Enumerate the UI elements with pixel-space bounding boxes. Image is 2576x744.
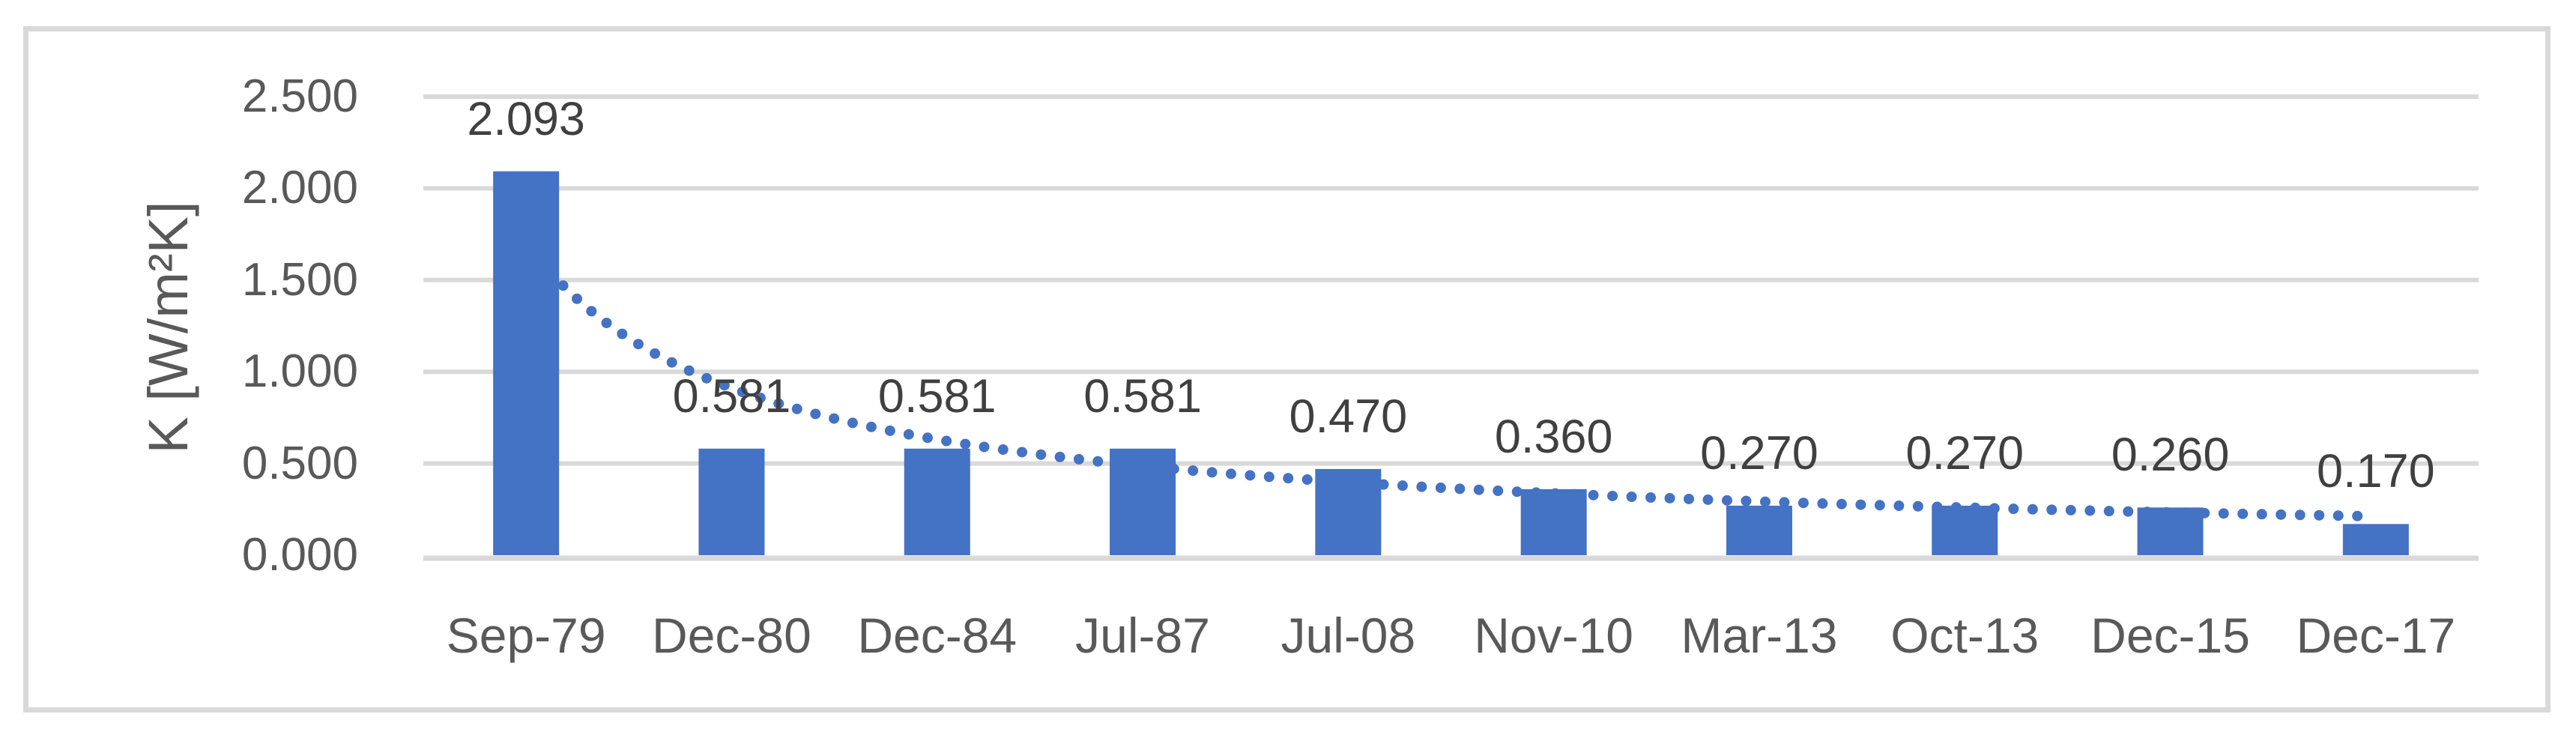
x-category-label: Oct-13 bbox=[1890, 608, 2040, 663]
power-trendline[interactable] bbox=[521, 236, 2369, 521]
data-label: 0.581 bbox=[877, 369, 997, 423]
bar-Dec-17[interactable] bbox=[2342, 524, 2409, 555]
x-category-label: Dec-80 bbox=[652, 608, 811, 663]
x-category-label: Nov-10 bbox=[1474, 608, 1634, 663]
y-tick-label: 0.500 bbox=[241, 437, 358, 489]
data-label: 2.093 bbox=[467, 92, 585, 145]
bar-Sep-79[interactable] bbox=[493, 171, 560, 555]
data-label: 0.170 bbox=[2317, 445, 2435, 498]
data-label: 0.360 bbox=[1494, 410, 1613, 463]
chart-border bbox=[23, 26, 2551, 713]
y-tick-label: 0.000 bbox=[241, 529, 358, 581]
y-tick-label: 2.000 bbox=[241, 162, 358, 214]
data-label: 0.470 bbox=[1289, 390, 1408, 443]
x-category-label: Jul-08 bbox=[1281, 608, 1416, 663]
data-label: 0.270 bbox=[1905, 426, 2025, 480]
x-category-label: Jul-87 bbox=[1075, 608, 1210, 663]
x-category-label: Dec-84 bbox=[857, 608, 1018, 663]
bar-Dec-84[interactable] bbox=[904, 448, 970, 555]
data-label: 0.270 bbox=[1700, 426, 1818, 480]
data-label: 0.581 bbox=[672, 369, 791, 423]
y-tick-label: 1.000 bbox=[241, 345, 358, 398]
x-category-label: Mar-13 bbox=[1681, 608, 1838, 663]
y-tick-label: 1.500 bbox=[241, 253, 358, 306]
data-label: 0.581 bbox=[1083, 369, 1202, 423]
y-axis-title: K [W/m²K] bbox=[137, 201, 199, 454]
x-category-label: Dec-15 bbox=[2090, 608, 2250, 663]
bar-Nov-10[interactable] bbox=[1520, 489, 1587, 555]
x-category-label: Dec-17 bbox=[2296, 608, 2456, 663]
bar-Oct-13[interactable] bbox=[1932, 505, 1998, 555]
x-category-label: Sep-79 bbox=[446, 608, 606, 663]
y-tick-label: 2.500 bbox=[241, 70, 358, 122]
bar-Dec-80[interactable] bbox=[698, 448, 765, 555]
data-label: 0.260 bbox=[2111, 429, 2230, 482]
bar-Mar-13[interactable] bbox=[1726, 505, 1792, 555]
